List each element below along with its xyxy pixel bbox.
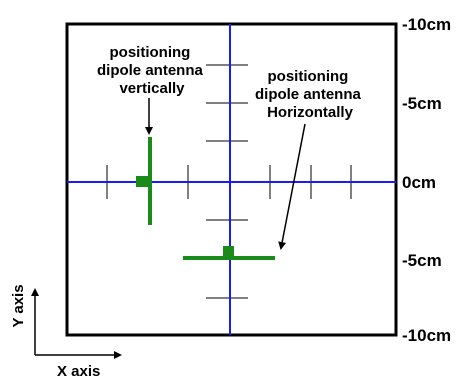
vertical-dipole-antenna (136, 137, 152, 225)
scale-label-bottom: -10cm (402, 326, 451, 345)
scale-labels: -10cm -5cm 0cm -5cm -10cm (402, 15, 451, 345)
vertical-scale-ticks (206, 64, 248, 299)
orientation-axes: Y axis X axis (10, 284, 122, 380)
annotation-horizontal-arrow (278, 123, 306, 250)
horizontal-dipole-antenna (183, 246, 275, 260)
scale-label-upper: -5cm (402, 94, 442, 113)
annotation-horizontal: positioning dipole antenna Horizontally (255, 68, 365, 121)
scale-label-top: -10cm (402, 15, 451, 34)
annotation-vertical: positioning dipole antenna vertically (97, 44, 207, 97)
x-axis-label: X axis (57, 363, 100, 380)
measurement-frame (65, 22, 398, 337)
scale-label-center: 0cm (402, 173, 436, 192)
scale-label-lower: -5cm (402, 251, 442, 270)
y-axis-label: Y axis (10, 284, 27, 327)
